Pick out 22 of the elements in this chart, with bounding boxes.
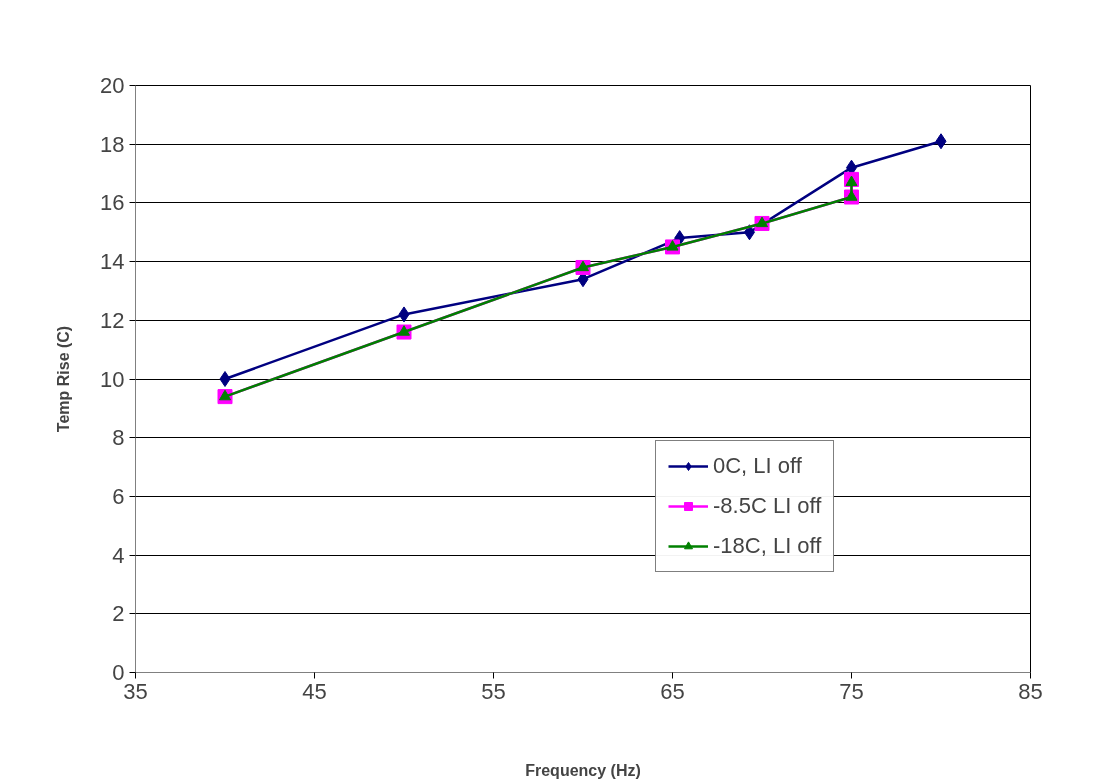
y-tick-label: 20 xyxy=(100,73,125,98)
y-tick-label: 2 xyxy=(112,601,125,627)
y-tick-label: 18 xyxy=(100,131,125,157)
x-tick-label: 35 xyxy=(123,678,148,704)
y-tick-label: 12 xyxy=(100,307,125,333)
legend-label: -8.5C LI off xyxy=(713,493,822,519)
x-tick-label: 85 xyxy=(1018,678,1043,704)
y-tick-label: 0 xyxy=(112,660,125,685)
y-tick-label: 16 xyxy=(100,190,125,216)
legend-label: -18C, LI off xyxy=(713,533,822,559)
x-tick-label: 45 xyxy=(302,678,327,704)
x-tick-label: 55 xyxy=(481,678,506,704)
y-tick-label: 6 xyxy=(112,483,125,509)
x-axis-title: Frequency (Hz) xyxy=(525,761,641,779)
y-tick-label: 14 xyxy=(100,249,125,275)
y-tick-label: 8 xyxy=(112,425,125,451)
y-axis-title: Temp Rise (C) xyxy=(55,325,73,433)
legend-label: 0C, LI off xyxy=(713,453,802,479)
y-tick-label: 4 xyxy=(112,542,125,568)
y-tick-label: 10 xyxy=(100,366,125,392)
x-tick-label: 75 xyxy=(839,678,864,704)
x-tick-label: 65 xyxy=(660,678,685,704)
